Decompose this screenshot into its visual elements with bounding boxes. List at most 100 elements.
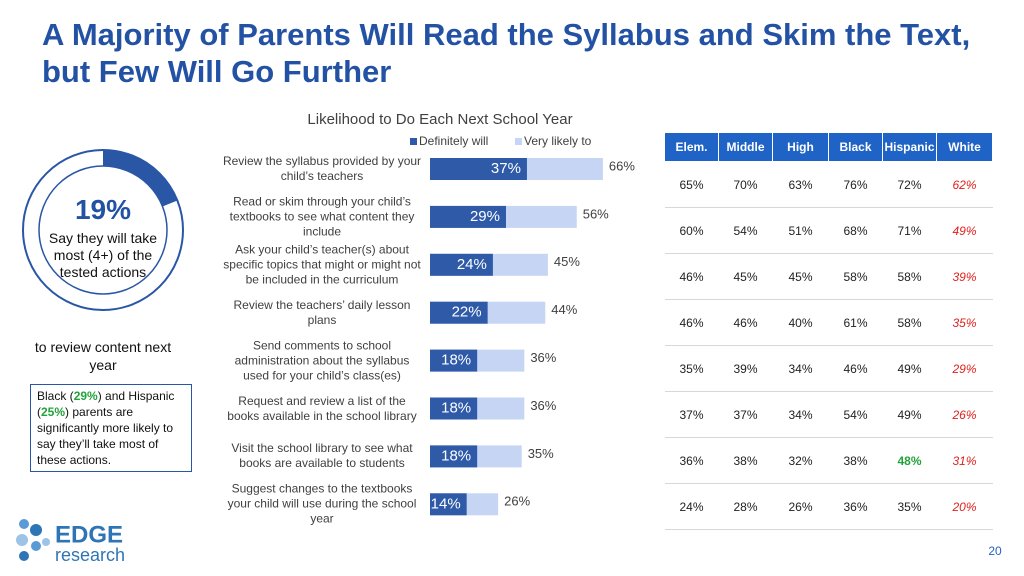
bar-label: 18% [441,447,471,464]
table-row: 37% 37% 34% 54% 49% 26% [664,391,993,438]
category-label: Send comments to school administration a… [234,338,410,383]
table-cell: 45% [772,253,829,300]
category-label: Request and review a list of the books a… [227,393,417,423]
table-row: 24% 28% 26% 36% 35% 20% [664,483,993,530]
category-label: Read or skim through your child’s textbo… [229,194,415,239]
table-cell: 58% [828,253,883,300]
table-cell: 35% [936,299,993,346]
table-cell: 31% [936,437,993,484]
table-cell: 26% [936,391,993,438]
legend-swatch [410,138,417,145]
logo-name: EDGE [55,521,123,548]
table-cell: 61% [828,299,883,346]
table-row: 60% 54% 51% 68% 71% 49% [664,207,993,254]
header-row: Elem. Middle High Black Hispanic White [664,132,993,162]
bar [430,205,506,228]
table-cell: 36% [664,437,719,484]
table-cell: 46% [664,299,719,346]
table-cell: 58% [882,253,937,300]
bar-total-label: 26% [504,494,530,509]
table-cell: 51% [772,207,829,254]
table-cell: 34% [772,391,829,438]
slide-title: A Majority of Parents Will Read the Syll… [42,17,971,89]
bar-total-label: 66% [609,158,635,173]
table-cell: 45% [718,253,773,300]
bar-label: 37% [491,160,521,177]
bar-label: 14% [431,495,461,512]
header-cell: Black [828,132,883,162]
table-cell: 26% [772,483,829,530]
table-cell: 62% [936,161,993,208]
table-cell: 76% [828,161,883,208]
category-label: Ask your child’s teacher(s) about specif… [223,242,421,287]
donut-arc [102,150,178,207]
callout-text: Black ( [37,389,74,403]
legend-label: Definitely will [419,134,488,148]
table-cell: 70% [718,161,773,208]
donut-note: to review content next year [34,339,172,373]
header-cell: Elem. [664,132,719,162]
table-cell: 38% [828,437,883,484]
bar-total-label: 44% [551,302,577,317]
table-cell: 46% [664,253,719,300]
table-row: 65% 70% 63% 76% 72% 62% [664,161,993,208]
donut-value: 19% [74,194,132,225]
callout-text: 29% [73,389,98,403]
table-cell: 40% [772,299,829,346]
table-cell: 49% [936,207,993,254]
bar [430,493,467,516]
bar [430,253,493,276]
callout-text: ) and Hispanic ( [37,389,175,419]
legend-swatch [515,138,522,145]
header-cell: White [936,132,993,162]
table-cell: 32% [772,437,829,484]
table-cell: 60% [664,207,719,254]
table-cell: 35% [882,483,937,530]
table-cell: 58% [882,299,937,346]
chart-title: Likelihood to Do Each Next School Year [307,111,572,128]
logo-sub: research [55,545,125,565]
category-label: Visit the school library to see what boo… [231,441,413,471]
bar-total-label: 36% [530,350,556,365]
callout-text: 25% [41,405,66,419]
table-cell: 46% [718,299,773,346]
table-row: 46% 45% 45% 58% 58% 39% [664,253,993,300]
table-cell: 54% [828,391,883,438]
header-cell: Middle [718,132,773,162]
table-cell: 48% [882,437,937,484]
bar-total-label: 35% [528,446,554,461]
table-cell: 29% [936,345,993,392]
table-cell: 34% [772,345,829,392]
table-cell: 72% [882,161,937,208]
table-cell: 36% [828,483,883,530]
table-cell: 63% [772,161,829,208]
bar-label: 18% [441,352,471,369]
legend-label: Very likely to [524,134,592,148]
category-label: Suggest changes to the textbooks your ch… [227,481,417,526]
table-cell: 65% [664,161,719,208]
donut-caption: Say they will take most (4+) of the test… [48,230,158,280]
table-cell: 71% [882,207,937,254]
header-cell: Hispanic [882,132,937,162]
bar [430,397,478,420]
table-cell: 39% [936,253,993,300]
table-cell: 37% [664,391,719,438]
table-row: 35% 39% 34% 46% 49% 29% [664,345,993,392]
bar-label: 24% [457,256,487,273]
bar-total-label: 36% [530,398,556,413]
bar [430,158,527,180]
table-cell: 28% [718,483,773,530]
table-cell: 46% [828,345,883,392]
category-label: Review the teachers’ daily lesson plans [233,297,411,327]
logo-mark [16,519,50,561]
table-row: 46% 46% 40% 61% 58% 35% [664,299,993,346]
bar [430,445,478,468]
header-cell: High [772,132,829,162]
callout-text: ) parents are significantly more likely … [37,405,174,467]
category-label: Review the syllabus provided by your chi… [222,154,422,183]
bar-label: 18% [441,399,471,416]
bar-label: 22% [452,304,482,321]
bar-label: 29% [470,208,500,225]
